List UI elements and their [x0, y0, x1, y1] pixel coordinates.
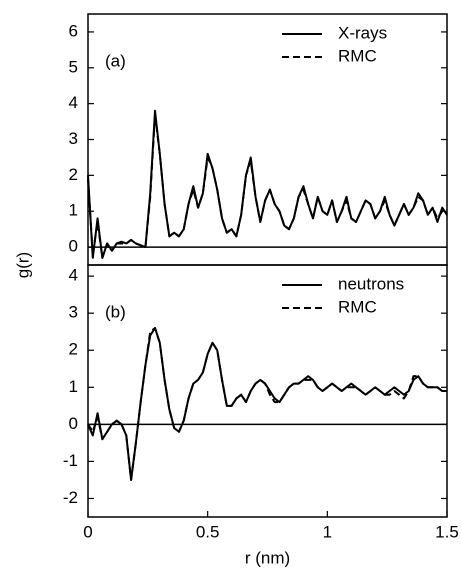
- y-tick-label: 5: [69, 57, 78, 76]
- legend-label: neutrons: [338, 274, 404, 293]
- y-tick-label: 6: [69, 21, 78, 40]
- legend-label: X-rays: [338, 23, 387, 42]
- data-line: [87, 327, 447, 481]
- y-tick-label: 4: [69, 93, 78, 112]
- y-axis-label: g(r): [13, 252, 32, 278]
- legend-label: RMC: [338, 46, 377, 65]
- panel-label: (b): [105, 302, 126, 321]
- y-tick-label: 3: [69, 129, 78, 148]
- y-tick-label: -2: [63, 488, 78, 507]
- data-line: [87, 327, 447, 481]
- x-tick-label: 1.5: [435, 522, 459, 541]
- y-tick-label: 1: [69, 201, 78, 220]
- y-tick-label: 1: [69, 377, 78, 396]
- y-tick-label: -1: [63, 451, 78, 470]
- y-tick-label: 0: [69, 414, 78, 433]
- y-tick-label: 2: [69, 165, 78, 184]
- x-axis-label: r (nm): [245, 548, 290, 567]
- panel-label: (a): [105, 51, 126, 70]
- plot-frame: [87, 13, 448, 266]
- y-tick-label: 3: [69, 303, 78, 322]
- data-line: [87, 109, 448, 259]
- data-line: [87, 113, 448, 259]
- y-tick-label: 4: [69, 266, 78, 285]
- y-tick-label: 2: [69, 340, 78, 359]
- y-tick-label: 0: [69, 237, 78, 256]
- legend-label: RMC: [338, 297, 377, 316]
- x-tick-label: 0: [83, 522, 92, 541]
- x-tick-label: 0.5: [196, 522, 220, 541]
- x-tick-label: 1: [323, 522, 332, 541]
